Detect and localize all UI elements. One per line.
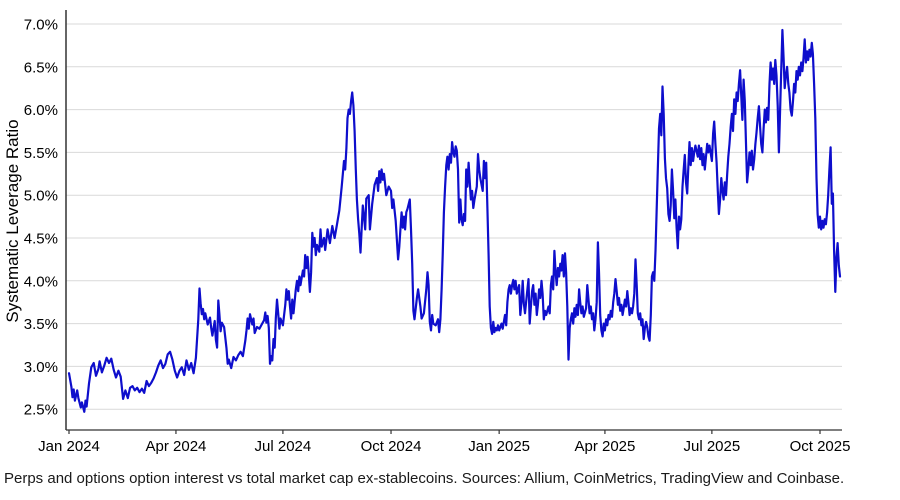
plot-region: 2.5% 3.0% 3.5% 4.0% 4.5% 5.0% 5.5% 6.0% 6.5% 7.0%… (3, 10, 851, 455)
y-tick-label: 3.0% (24, 359, 58, 376)
x-tick-label: Apr 2025 (574, 438, 635, 455)
leverage-ratio-line-chart: 2.5% 3.0% 3.5% 4.0% 4.5% 5.0% 5.5% 6.0% 6.5% 7.0%… (24, 10, 851, 455)
y-tick-label: 5.0% (24, 188, 58, 205)
y-tick-label: 4.0% (24, 273, 58, 290)
x-tick-label: Jul 2024 (255, 438, 312, 455)
y-axis-title: Systematic Leverage Ratio (3, 119, 22, 323)
y-tick-label: 7.0% (24, 17, 58, 34)
chart-caption: Perps and options option interest vs tot… (4, 470, 845, 487)
y-tick-label: 4.5% (24, 231, 58, 248)
leverage-ratio-series (67, 28, 842, 413)
y-tick-label: 6.5% (24, 59, 58, 76)
x-tick-label: Apr 2024 (146, 438, 207, 455)
y-tick-label: 5.5% (24, 145, 58, 162)
x-tick-label: Jan 2025 (468, 438, 530, 455)
x-tick-label: Oct 2024 (361, 438, 422, 455)
x-tick-label: Jul 2025 (684, 438, 741, 455)
y-tick-label: 3.5% (24, 316, 58, 333)
y-tick-label: 6.0% (24, 102, 58, 119)
y-tick-label: 2.5% (24, 402, 58, 419)
x-tick-label: Oct 2025 (790, 438, 851, 455)
x-tick-label: Jan 2024 (38, 438, 100, 455)
